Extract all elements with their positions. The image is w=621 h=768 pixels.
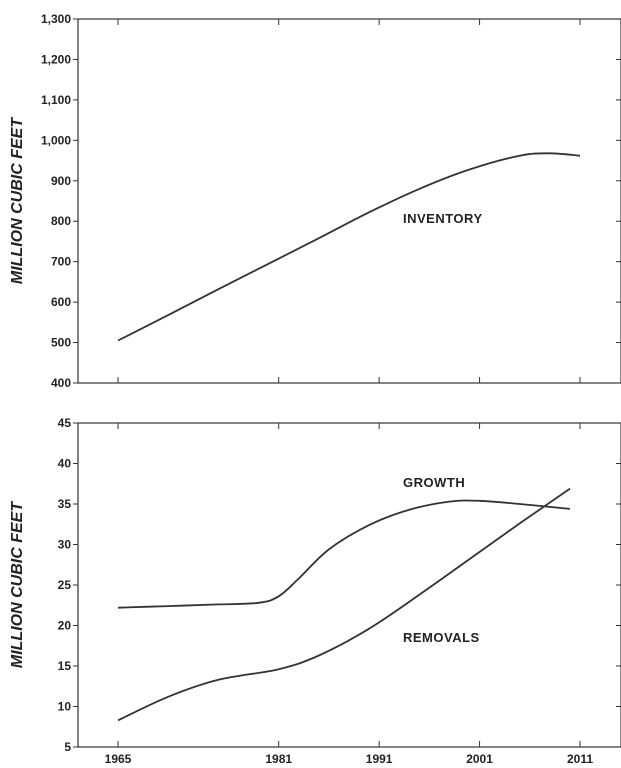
growth-removals-y-tick-label: 25 [58, 578, 72, 592]
growth-removals-y-ticks: 5 10 15 20 25 30 35 40 45 [58, 416, 621, 754]
removals-series-label: REMOVALS [403, 630, 480, 645]
inventory-panel: 400 500 600 700 800 900 1,000 1,100 1,200 1,300 M… [9, 12, 621, 390]
inventory-x-ticks [117, 19, 581, 383]
inventory-y-tick-label: 1,100 [41, 93, 71, 107]
growth-removals-x-tick-label: 2001 [466, 752, 493, 766]
growth-removals-y-tick-label: 30 [58, 538, 72, 552]
growth-removals-y-tick-label: 10 [58, 700, 72, 714]
inventory-y-tick-label: 900 [51, 174, 71, 188]
growth-removals-x-ticks: 1965 1981 1991 2001 2011 [105, 423, 593, 766]
growth-removals-y-tick-label: 35 [58, 497, 72, 511]
growth-removals-y-axis-label: MILLION CUBIC FEET [9, 501, 26, 668]
inventory-series-label: INVENTORY [403, 211, 483, 226]
growth-removals-x-tick-label: 1991 [366, 752, 393, 766]
inventory-y-tick-label: 400 [51, 376, 71, 390]
growth-removals-y-tick-label: 5 [64, 740, 71, 754]
inventory-plot-frame [77, 18, 621, 384]
inventory-y-tick-label: 1,200 [41, 52, 71, 66]
growth-removals-y-tick-label: 20 [58, 619, 72, 633]
inventory-series [117, 152, 581, 342]
growth-removals-x-tick-label: 1981 [265, 752, 292, 766]
growth-removals-series [117, 487, 571, 722]
inventory-y-ticks: 400 500 600 700 800 900 1,000 1,100 1,200 1,300 [41, 12, 621, 390]
growth-removals-x-tick-label: 2011 [567, 752, 593, 766]
inventory-y-tick-label: 1,300 [41, 12, 71, 26]
growth-removals-panel: 5 10 15 20 25 30 35 40 45 1965 1981 1991 2001 2011 M… [9, 416, 621, 766]
inventory-y-tick-label: 700 [51, 255, 71, 269]
inventory-y-axis-label: MILLION CUBIC FEET [9, 117, 26, 284]
inventory-y-tick-label: 1,000 [41, 133, 71, 147]
inventory-line [117, 152, 581, 342]
inventory-y-tick-label: 500 [51, 336, 71, 350]
growth-series-label: GROWTH [403, 475, 465, 490]
inventory-y-tick-label: 800 [51, 214, 71, 228]
growth-removals-plot-frame [77, 422, 621, 748]
growth-line [117, 499, 571, 609]
growth-removals-x-tick-label: 1965 [105, 752, 132, 766]
inventory-y-tick-label: 600 [51, 295, 71, 309]
removals-line [117, 487, 571, 722]
growth-removals-y-tick-label: 45 [58, 416, 72, 430]
growth-removals-y-tick-label: 40 [58, 457, 72, 471]
growth-removals-y-tick-label: 15 [58, 659, 72, 673]
